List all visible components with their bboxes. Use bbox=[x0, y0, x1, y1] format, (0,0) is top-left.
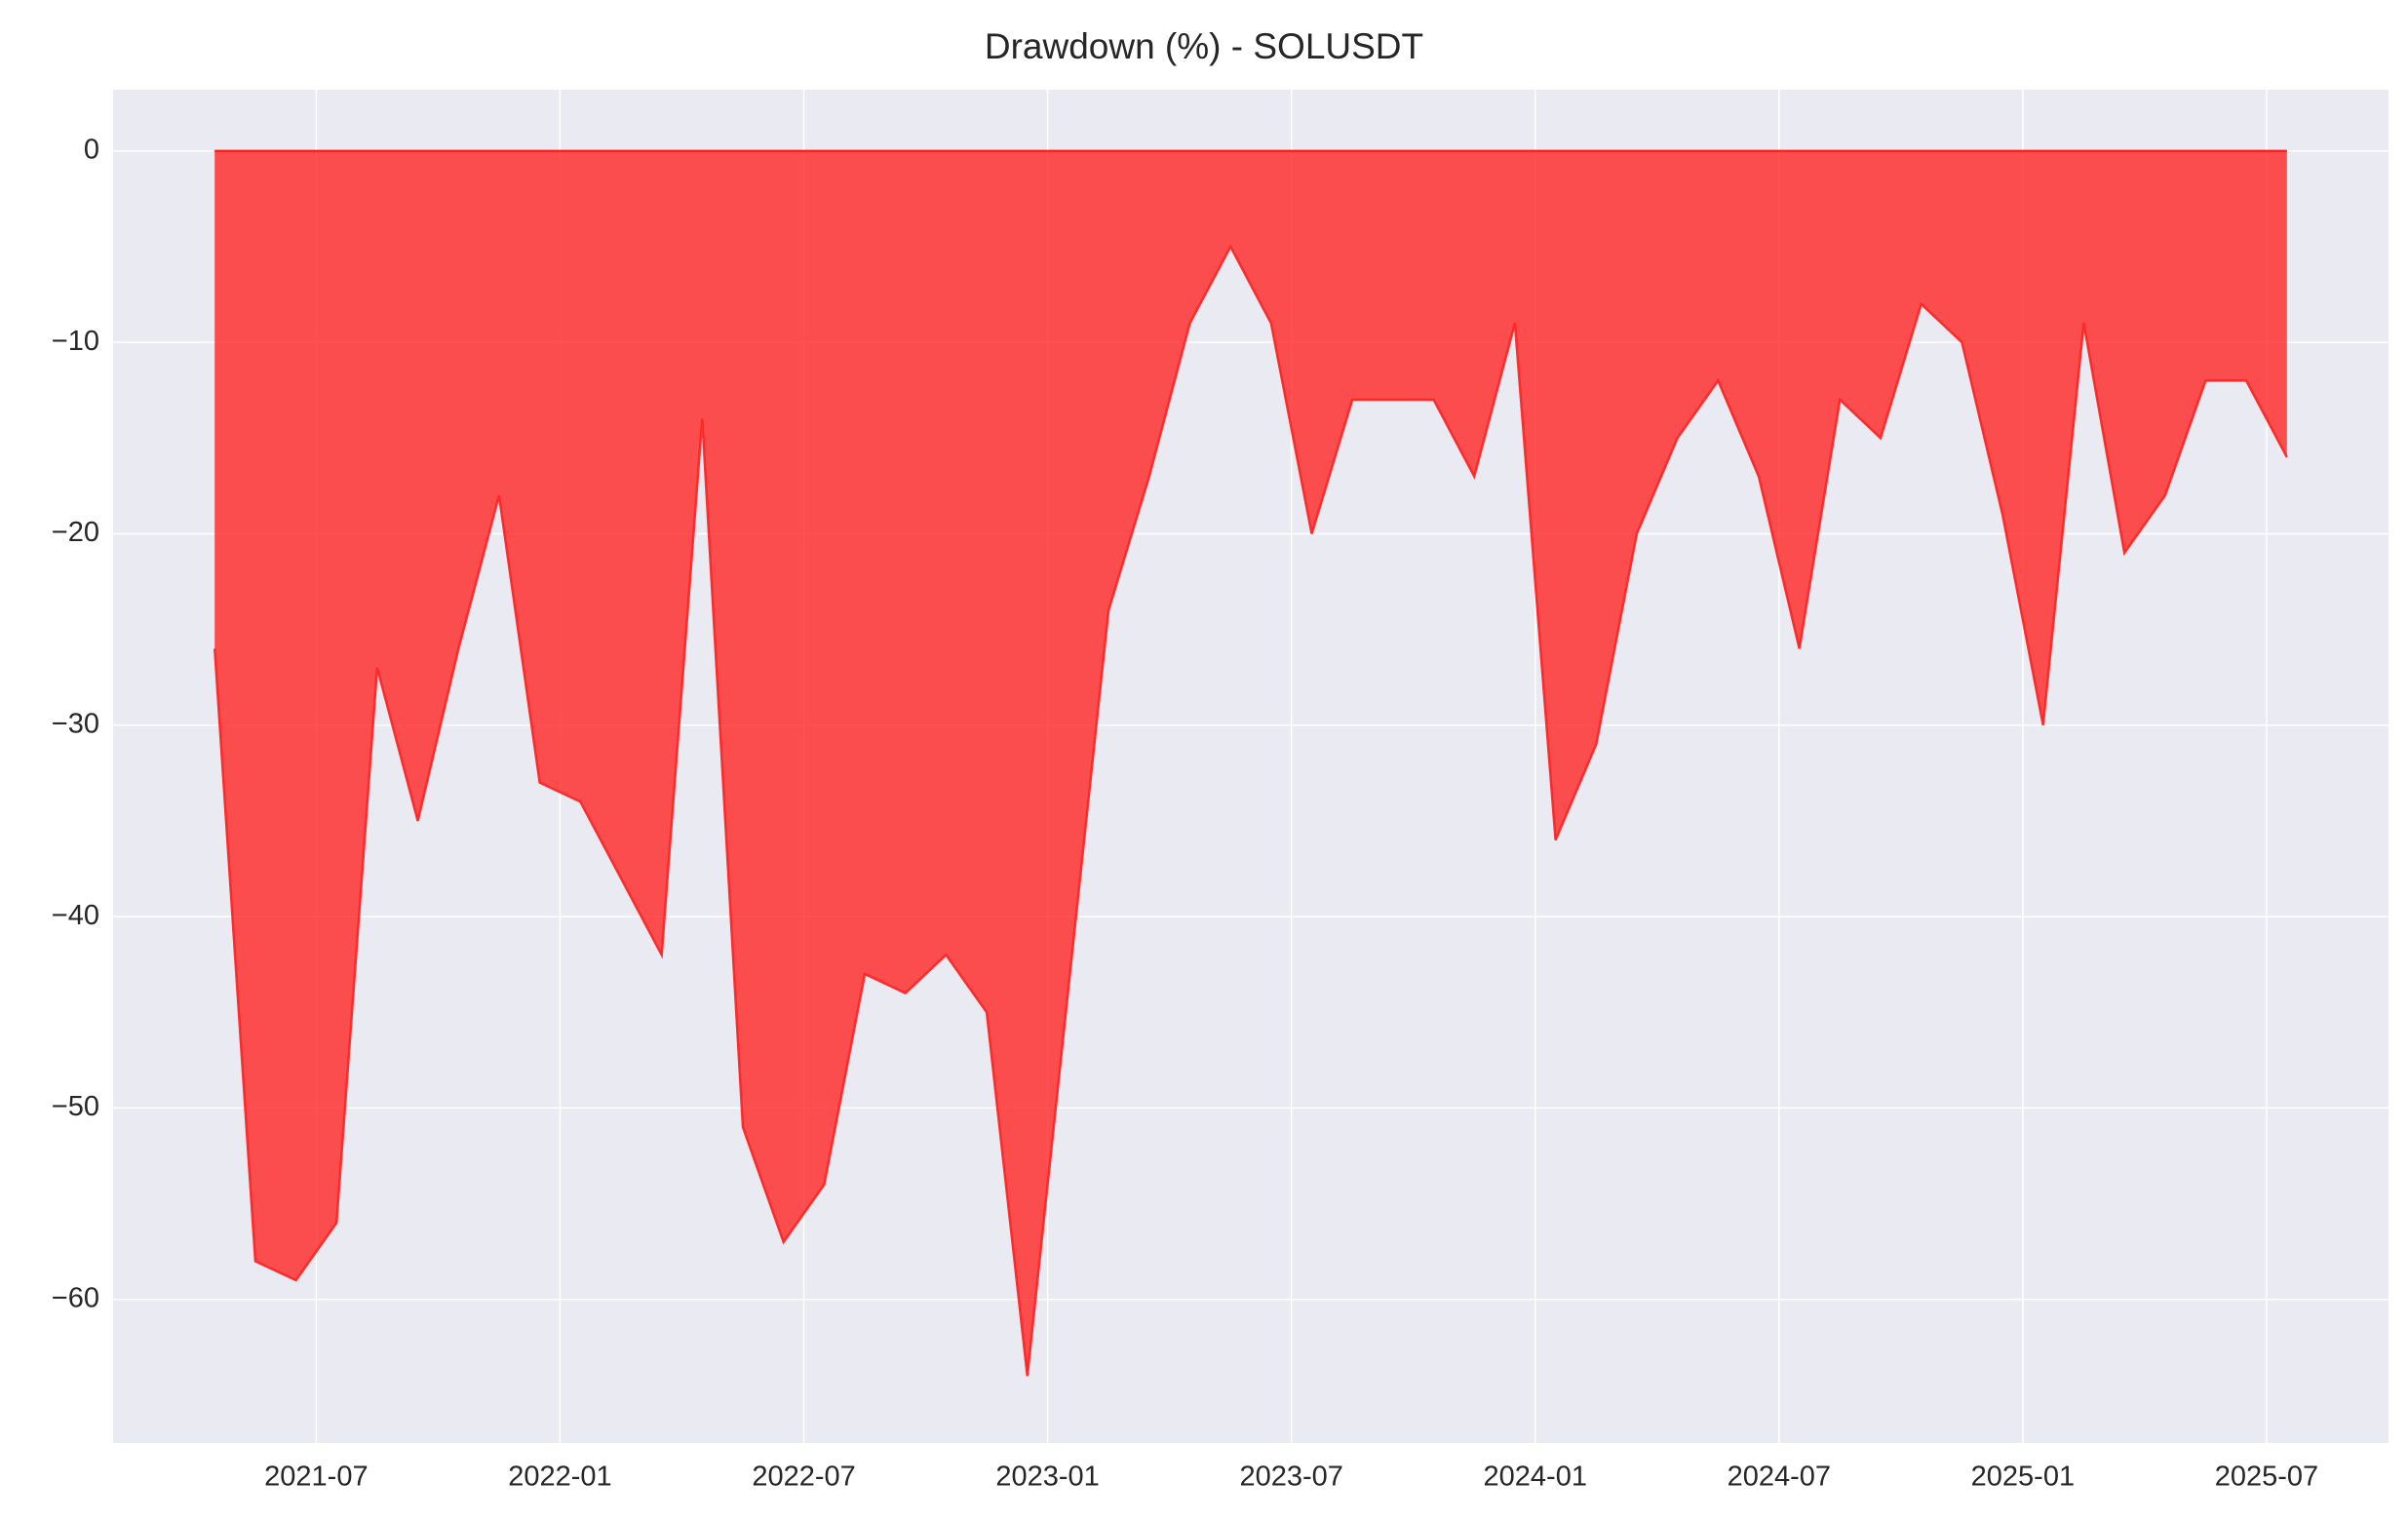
x-tick-label: 2025-01 bbox=[1971, 1462, 2075, 1493]
x-tick-label: 2025-07 bbox=[2215, 1462, 2318, 1493]
drawdown-line bbox=[213, 244, 2288, 1377]
x-tick-label: 2023-07 bbox=[1239, 1462, 1342, 1493]
drawdown-area bbox=[214, 150, 2287, 1377]
y-tick-label: 0 bbox=[84, 134, 99, 165]
x-tick-label: 2024-01 bbox=[1484, 1462, 1587, 1493]
y-tick-label: −40 bbox=[52, 900, 99, 931]
y-tick-label: −50 bbox=[52, 1091, 99, 1122]
y-tick-label: −20 bbox=[52, 517, 99, 548]
y-tick-label: −30 bbox=[52, 708, 99, 739]
x-tick-label: 2022-07 bbox=[752, 1462, 855, 1493]
y-tick-label: −10 bbox=[52, 326, 99, 357]
x-tick-label: 2023-01 bbox=[995, 1462, 1099, 1493]
x-tick-label: 2024-07 bbox=[1728, 1462, 1831, 1493]
y-tick-label: −60 bbox=[52, 1282, 99, 1313]
x-tick-label: 2022-01 bbox=[508, 1462, 611, 1493]
chart-title: Drawdown (%) - SOLUSDT bbox=[985, 26, 1423, 66]
x-tick-label: 2021-07 bbox=[264, 1462, 368, 1493]
